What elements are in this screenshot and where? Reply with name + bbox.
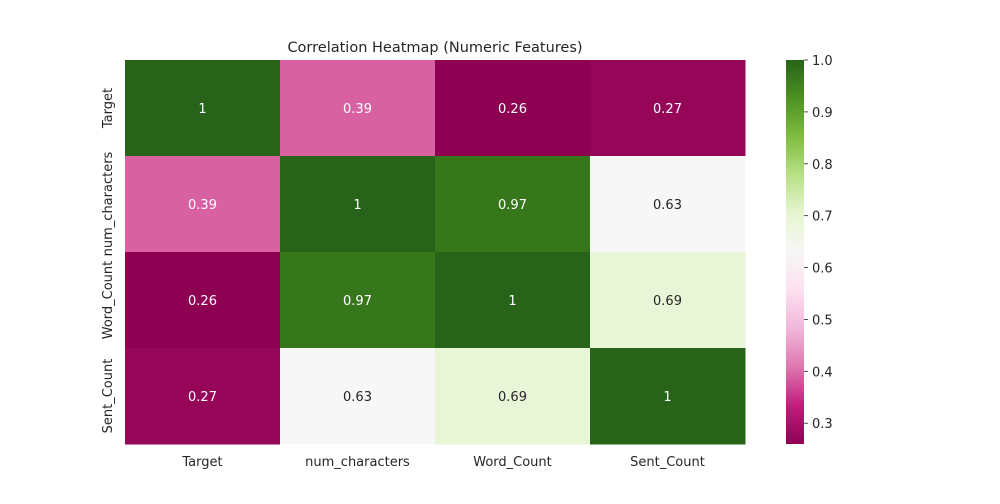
cell-annotation: 1 [508,294,516,309]
heatmap-cell [435,60,591,157]
colorbar-gradient [786,60,804,444]
colorbar-tick-label: 0.3 [812,417,833,432]
heatmap-cell [435,348,591,445]
colorbar-tick-label: 0.7 [812,210,833,225]
cell-annotation: 0.27 [653,102,682,117]
cell-annotation: 0.26 [498,102,527,117]
heatmap-cell [435,156,591,253]
colorbar-tick-label: 0.9 [812,106,833,121]
y-tick-label: Word_Count [101,261,116,340]
colorbar-tick-label: 0.5 [812,313,833,328]
cell-annotation: 0.97 [498,198,527,213]
x-tick-label: num_characters [305,455,410,470]
colorbar-tick-label: 1.0 [812,54,833,69]
y-tick-label: num_characters [101,151,116,256]
cell-annotation: 0.63 [653,198,682,213]
cell-annotation: 0.39 [343,102,372,117]
colorbar-tick-label: 0.6 [812,262,833,277]
heatmap-cell [280,156,436,253]
cell-annotation: 1 [353,198,361,213]
heatmap-cell [280,60,436,157]
heatmap-cells [125,60,746,445]
cell-annotation: 0.63 [343,390,372,405]
x-tick-label: Word_Count [473,455,552,470]
cell-annotation: 0.27 [188,390,217,405]
heatmap-cell [125,252,281,349]
heatmap-cell [280,252,436,349]
colorbar-tick-label: 0.4 [812,365,833,380]
cell-annotation: 0.26 [188,294,217,309]
cell-annotation: 1 [663,390,671,405]
cell-annotation: 1 [198,102,206,117]
heatmap-annotations: 1 0.39 0.26 0.27 0.39 1 0.97 0.63 0.26 0.97 1 0.69 0… [188,102,682,405]
heatmap-cell [125,156,281,253]
cell-annotation: 0.39 [188,198,217,213]
x-tick-label: Target [181,455,222,470]
heatmap-cell [125,348,281,445]
heatmap-cell [590,156,746,253]
heatmap-cell [590,60,746,157]
heatmap-cell [590,252,746,349]
y-tick-label: Sent_Count [101,359,116,434]
x-tick-labels: Target num_characters Word_Count Sent_Count [181,455,704,470]
heatmap-cell [125,60,281,157]
heatmap-cell [280,348,436,445]
cell-annotation: 0.69 [498,390,527,405]
y-tick-labels: Target num_characters Word_Count Sent_Count [101,88,116,433]
heatmap-cell [590,348,746,445]
y-tick-label: Target [101,88,116,129]
colorbar [786,60,804,444]
heatmap-cell [435,252,591,349]
colorbar-tick-label: 0.8 [812,158,833,173]
cell-annotation: 0.69 [653,294,682,309]
colorbar-ticks: 0.3 0.4 0.5 0.6 0.7 0.8 0.9 1.0 [804,54,833,432]
chart-title: Correlation Heatmap (Numeric Features) [287,40,582,56]
cell-annotation: 0.97 [343,294,372,309]
x-tick-label: Sent_Count [630,455,705,470]
